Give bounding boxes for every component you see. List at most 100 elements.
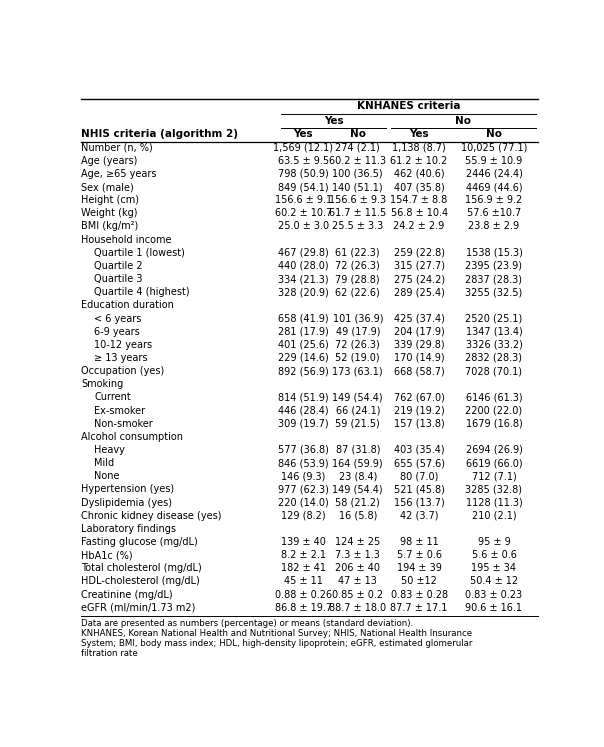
Text: 50 ±12: 50 ±12 [401,577,437,586]
Text: Ex-smoker: Ex-smoker [94,406,146,415]
Text: 60.2 ± 11.3: 60.2 ± 11.3 [329,155,387,166]
Text: 2832 (28.3): 2832 (28.3) [466,353,522,363]
Text: 401 (25.6): 401 (25.6) [278,340,329,350]
Text: 156.6 ± 9.1: 156.6 ± 9.1 [275,195,332,205]
Text: 1,569 (12.1): 1,569 (12.1) [273,143,333,152]
Text: No: No [455,116,471,125]
Text: 7028 (70.1): 7028 (70.1) [466,366,522,376]
Text: 80 (7.0): 80 (7.0) [400,471,439,481]
Text: 72 (26.3): 72 (26.3) [335,340,380,350]
Text: 219 (19.2): 219 (19.2) [394,406,445,415]
Text: 521 (45.8): 521 (45.8) [394,485,445,495]
Text: 0.88 ± 0.26: 0.88 ± 0.26 [275,589,332,600]
Text: Hypertension (yes): Hypertension (yes) [81,485,174,495]
Text: 10,025 (77.1): 10,025 (77.1) [461,143,527,152]
Text: 87 (31.8): 87 (31.8) [335,445,380,455]
Text: 5.7 ± 0.6: 5.7 ± 0.6 [397,551,442,560]
Text: Quartile 4 (highest): Quartile 4 (highest) [94,287,190,297]
Text: 42 (3.7): 42 (3.7) [400,511,439,521]
Text: 315 (27.7): 315 (27.7) [394,261,445,271]
Text: 892 (56.9): 892 (56.9) [278,366,329,376]
Text: Heavy: Heavy [94,445,125,455]
Text: 139 ± 40: 139 ± 40 [281,537,326,547]
Text: 446 (28.4): 446 (28.4) [278,406,329,415]
Text: Weight (kg): Weight (kg) [81,208,138,218]
Text: 403 (35.4): 403 (35.4) [394,445,445,455]
Text: 140 (51.1): 140 (51.1) [332,182,383,192]
Text: Data are presented as numbers (percentage) or means (standard deviation).: Data are presented as numbers (percentag… [81,619,413,628]
Text: 154.7 ± 8.8: 154.7 ± 8.8 [390,195,448,205]
Text: 50.4 ± 12: 50.4 ± 12 [470,577,518,586]
Text: 0.85 ± 0.2: 0.85 ± 0.2 [332,589,384,600]
Text: ≥ 13 years: ≥ 13 years [94,353,148,363]
Text: 56.8 ± 10.4: 56.8 ± 10.4 [391,208,448,218]
Text: Current: Current [94,392,131,403]
Text: Fasting glucose (mg/dL): Fasting glucose (mg/dL) [81,537,198,547]
Text: 195 ± 34: 195 ± 34 [472,563,516,574]
Text: HbA1c (%): HbA1c (%) [81,551,133,560]
Text: 149 (54.4): 149 (54.4) [332,485,383,495]
Text: 577 (36.8): 577 (36.8) [278,445,329,455]
Text: Laboratory findings: Laboratory findings [81,524,176,534]
Text: 6-9 years: 6-9 years [94,326,140,337]
Text: 206 ± 40: 206 ± 40 [335,563,381,574]
Text: Age, ≥65 years: Age, ≥65 years [81,169,156,179]
Text: 3326 (33.2): 3326 (33.2) [466,340,522,350]
Text: 59 (21.5): 59 (21.5) [335,419,380,429]
Text: 25.5 ± 3.3: 25.5 ± 3.3 [332,221,384,232]
Text: 61.7 ± 11.5: 61.7 ± 11.5 [329,208,387,218]
Text: 66 (24.1): 66 (24.1) [335,406,380,415]
Text: 668 (58.7): 668 (58.7) [394,366,445,376]
Text: 49 (17.9): 49 (17.9) [335,326,380,337]
Text: Household income: Household income [81,235,172,244]
Text: 55.9 ± 10.9: 55.9 ± 10.9 [465,155,522,166]
Text: Chronic kidney disease (yes): Chronic kidney disease (yes) [81,511,222,521]
Text: Number (n, %): Number (n, %) [81,143,153,152]
Text: 95 ± 9: 95 ± 9 [478,537,510,547]
Text: 24.2 ± 2.9: 24.2 ± 2.9 [393,221,445,232]
Text: 328 (20.9): 328 (20.9) [278,287,329,297]
Text: 2520 (25.1): 2520 (25.1) [465,314,522,323]
Text: 149 (54.4): 149 (54.4) [332,392,383,403]
Text: 846 (53.9): 846 (53.9) [278,458,329,468]
Text: 3285 (32.8): 3285 (32.8) [466,485,522,495]
Text: 0.83 ± 0.23: 0.83 ± 0.23 [466,589,522,600]
Text: 0.83 ± 0.28: 0.83 ± 0.28 [391,589,448,600]
Text: 101 (36.9): 101 (36.9) [333,314,383,323]
Text: 52 (19.0): 52 (19.0) [335,353,380,363]
Text: 3255 (32.5): 3255 (32.5) [465,287,522,297]
Text: Smoking: Smoking [81,379,123,389]
Text: Quartile 3: Quartile 3 [94,274,143,284]
Text: 334 (21.3): 334 (21.3) [278,274,329,284]
Text: eGFR (ml/min/1.73 m2): eGFR (ml/min/1.73 m2) [81,603,196,613]
Text: 86.8 ± 19.7: 86.8 ± 19.7 [275,603,332,613]
Text: 712 (7.1): 712 (7.1) [472,471,516,481]
Text: 6619 (66.0): 6619 (66.0) [466,458,522,468]
Text: Alcohol consumption: Alcohol consumption [81,432,183,441]
Text: Dyslipidemia (yes): Dyslipidemia (yes) [81,498,172,508]
Text: 407 (35.8): 407 (35.8) [394,182,445,192]
Text: 259 (22.8): 259 (22.8) [394,248,445,258]
Text: 977 (62.3): 977 (62.3) [278,485,329,495]
Text: 61 (22.3): 61 (22.3) [335,248,380,258]
Text: 2837 (28.3): 2837 (28.3) [466,274,522,284]
Text: HDL-cholesterol (mg/dL): HDL-cholesterol (mg/dL) [81,577,200,586]
Text: 229 (14.6): 229 (14.6) [278,353,329,363]
Text: Occupation (yes): Occupation (yes) [81,366,164,376]
Text: 425 (37.4): 425 (37.4) [394,314,445,323]
Text: 7.3 ± 1.3: 7.3 ± 1.3 [335,551,380,560]
Text: 100 (36.5): 100 (36.5) [332,169,383,179]
Text: 57.6 ±10.7: 57.6 ±10.7 [467,208,521,218]
Text: 47 ± 13: 47 ± 13 [338,577,378,586]
Text: NHIS criteria (algorithm 2): NHIS criteria (algorithm 2) [81,129,238,140]
Text: 274 (2.1): 274 (2.1) [335,143,380,152]
Text: 129 (8.2): 129 (8.2) [281,511,326,521]
Text: 146 (9.3): 146 (9.3) [281,471,326,481]
Text: 98 ± 11: 98 ± 11 [400,537,439,547]
Text: 79 (28.8): 79 (28.8) [335,274,380,284]
Text: 2694 (26.9): 2694 (26.9) [466,445,522,455]
Text: Education duration: Education duration [81,300,174,310]
Text: Total cholesterol (mg/dL): Total cholesterol (mg/dL) [81,563,202,574]
Text: 90.6 ± 16.1: 90.6 ± 16.1 [466,603,522,613]
Text: 63.5 ± 9.5: 63.5 ± 9.5 [278,155,329,166]
